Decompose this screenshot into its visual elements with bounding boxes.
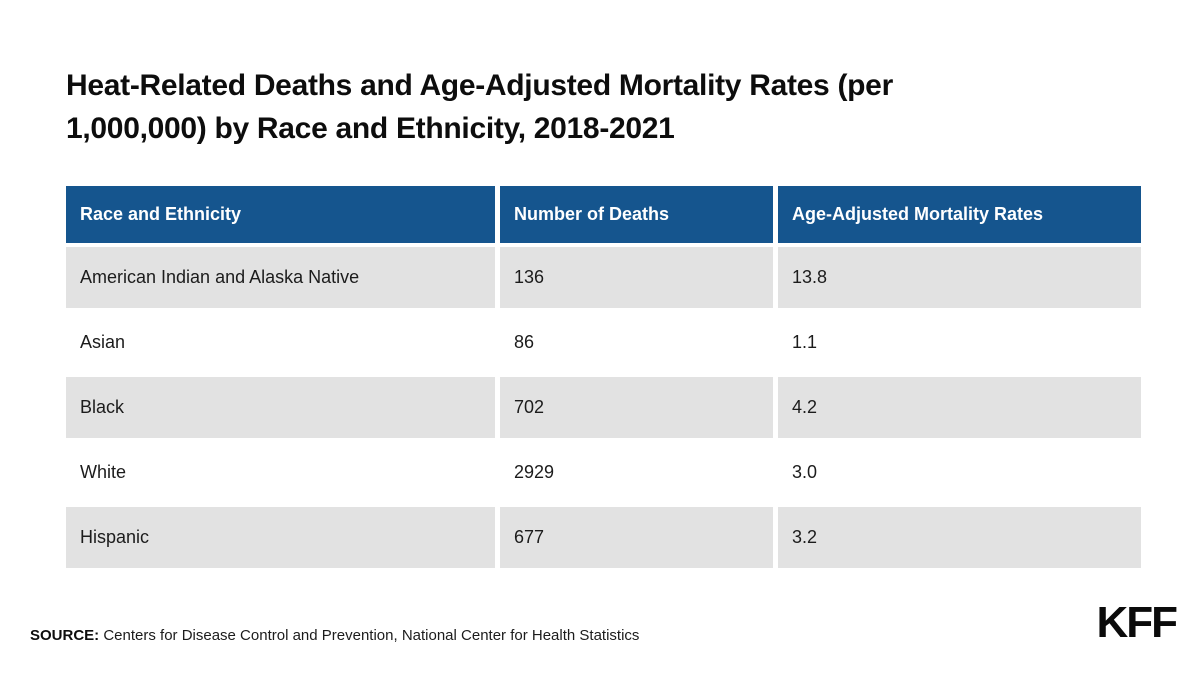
cell-deaths: 86 bbox=[500, 312, 773, 373]
cell-deaths: 136 bbox=[500, 247, 773, 308]
kff-logo: KFF bbox=[1096, 598, 1178, 647]
cell-deaths: 677 bbox=[500, 507, 773, 568]
cell-race: Asian bbox=[66, 312, 495, 373]
cell-race: Black bbox=[66, 377, 495, 438]
source-text: Centers for Disease Control and Preventi… bbox=[99, 627, 640, 644]
cell-rate: 3.0 bbox=[778, 442, 1141, 503]
column-header-rate: Age-Adjusted Mortality Rates bbox=[778, 186, 1141, 243]
cell-deaths: 702 bbox=[500, 377, 773, 438]
cell-rate: 3.2 bbox=[778, 507, 1141, 568]
cell-rate: 13.8 bbox=[778, 247, 1141, 308]
page-title: Heat-Related Deaths and Age-Adjusted Mor… bbox=[66, 64, 1126, 150]
cell-deaths: 2929 bbox=[500, 442, 773, 503]
page-title-line-1: Heat-Related Deaths and Age-Adjusted Mor… bbox=[66, 69, 893, 102]
cell-rate: 1.1 bbox=[778, 312, 1141, 373]
column-header-race: Race and Ethnicity bbox=[66, 186, 495, 243]
data-table: Race and Ethnicity Number of Deaths Age-… bbox=[66, 186, 1141, 568]
cell-rate: 4.2 bbox=[778, 377, 1141, 438]
column-header-deaths: Number of Deaths bbox=[500, 186, 773, 243]
cell-race: American Indian and Alaska Native bbox=[66, 247, 495, 308]
page-title-line-2: 1,000,000) by Race and Ethnicity, 2018-2… bbox=[66, 112, 675, 145]
cell-race: White bbox=[66, 442, 495, 503]
cell-race: Hispanic bbox=[66, 507, 495, 568]
source-label: SOURCE: bbox=[30, 627, 100, 644]
source-note: SOURCE: Centers for Disease Control and … bbox=[30, 627, 639, 644]
